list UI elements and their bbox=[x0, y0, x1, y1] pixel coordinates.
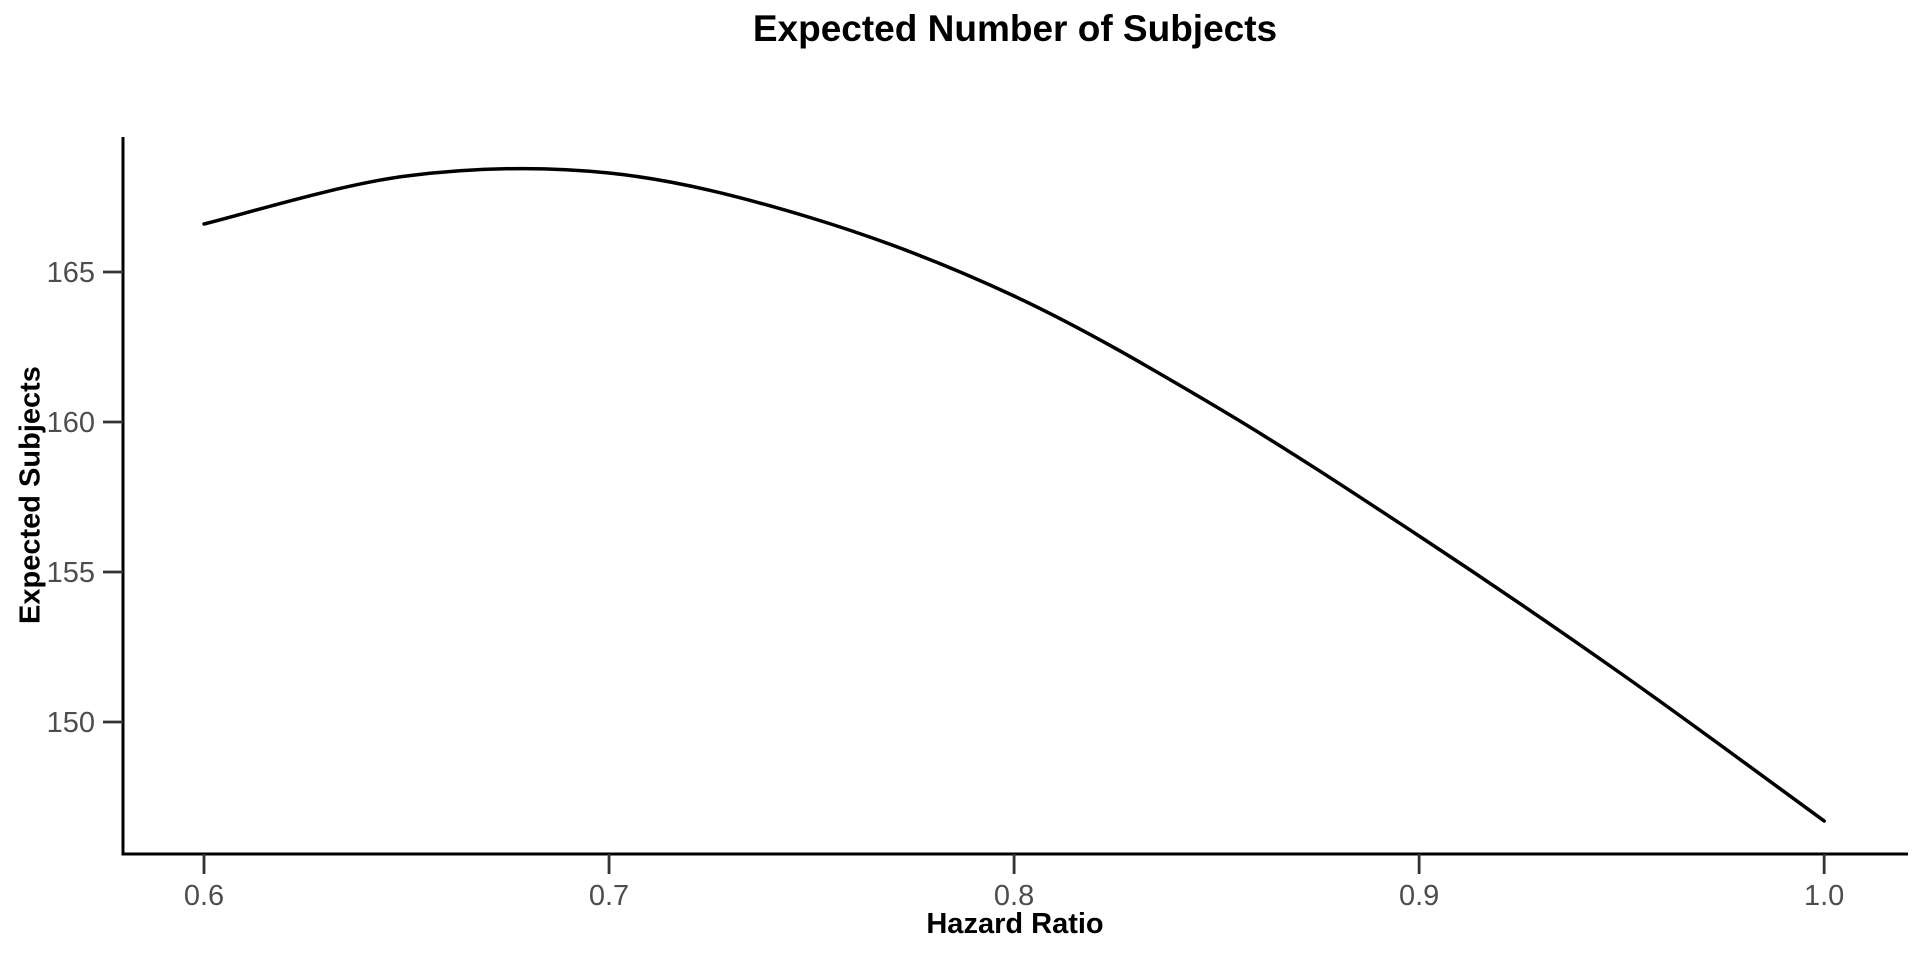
x-axis-tick-label: 0.7 bbox=[589, 880, 629, 912]
x-axis-tick-label: 1.0 bbox=[1804, 880, 1844, 912]
y-axis-tick-label: 150 bbox=[47, 707, 95, 739]
y-axis-tick-label: 165 bbox=[47, 257, 95, 289]
x-axis-tick-label: 0.6 bbox=[184, 880, 224, 912]
x-axis-tick-label: 0.8 bbox=[994, 880, 1034, 912]
x-axis-title: Hazard Ratio bbox=[926, 908, 1104, 940]
y-axis-tick-label: 155 bbox=[47, 557, 95, 589]
x-axis-tick-label: 0.9 bbox=[1399, 880, 1439, 912]
y-axis-tick-label: 160 bbox=[47, 407, 95, 439]
series-line-expected-subjects bbox=[202, 166, 1826, 823]
chart-title: Expected Number of Subjects bbox=[752, 8, 1278, 49]
axis-lines bbox=[121, 137, 1908, 856]
